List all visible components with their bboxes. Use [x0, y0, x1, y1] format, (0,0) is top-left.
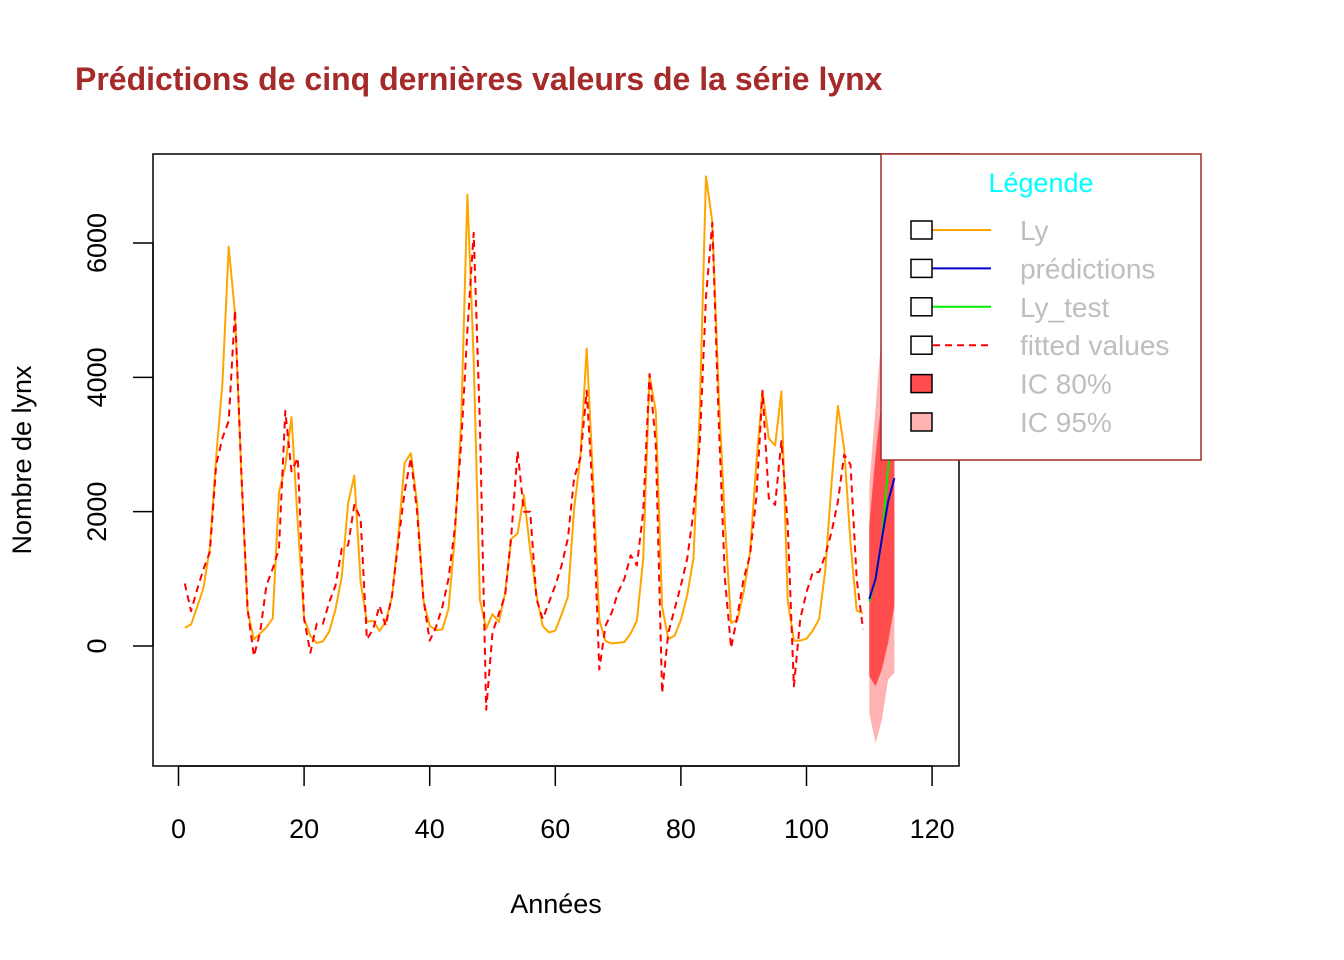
- x-tick-label: 20: [289, 814, 319, 844]
- legend-item: prédictions: [910, 253, 1155, 284]
- legend-swatch: [910, 412, 933, 432]
- legend-swatch: [910, 373, 933, 394]
- x-tick-label: 60: [540, 814, 570, 844]
- legend-swatch: [910, 258, 933, 279]
- y-axis: 0 2000 4000 6000: [82, 213, 154, 654]
- legend-label: Ly_test: [1020, 292, 1109, 323]
- y-tick-label: 4000: [82, 347, 112, 407]
- series-ly: [184, 175, 864, 645]
- x-tick-label: 100: [784, 814, 829, 844]
- x-axis-label: Années: [510, 889, 602, 919]
- legend-title: Légende: [988, 168, 1093, 198]
- plot-frame: [152, 153, 960, 767]
- plot-layer: [183, 175, 896, 744]
- legend-item: IC 80%: [910, 369, 1112, 400]
- chart-title: Prédictions de cinq dernières valeurs de…: [75, 61, 883, 97]
- legend-swatch: [910, 220, 933, 240]
- legend-item: IC 95%: [910, 407, 1112, 438]
- legend-item: Ly: [910, 215, 1049, 246]
- y-tick-label: 2000: [82, 482, 112, 542]
- legend-label: fitted values: [1020, 330, 1169, 361]
- legend-item: Ly_test: [910, 292, 1109, 323]
- x-tick-label: 40: [415, 814, 445, 844]
- series-fitted-values: [183, 221, 864, 711]
- x-tick-label: 120: [910, 814, 955, 844]
- legend-label: IC 80%: [1020, 369, 1112, 400]
- legend-label: Ly: [1020, 215, 1049, 246]
- x-tick-label: 0: [171, 814, 186, 844]
- y-axis-label: Nombre de lynx: [7, 365, 37, 555]
- legend-swatch: [910, 297, 933, 317]
- x-axis: 0 20 40 60 80 100 120: [171, 765, 955, 844]
- y-tick-label: 0: [82, 638, 112, 653]
- legend-label: prédictions: [1020, 253, 1155, 284]
- series-pr-dictions: [868, 477, 896, 600]
- legend-swatch: [910, 335, 933, 355]
- legend-label: IC 95%: [1020, 407, 1112, 438]
- y-tick-label: 6000: [82, 213, 112, 273]
- legend-item: fitted values: [910, 330, 1169, 361]
- x-tick-label: 80: [666, 814, 696, 844]
